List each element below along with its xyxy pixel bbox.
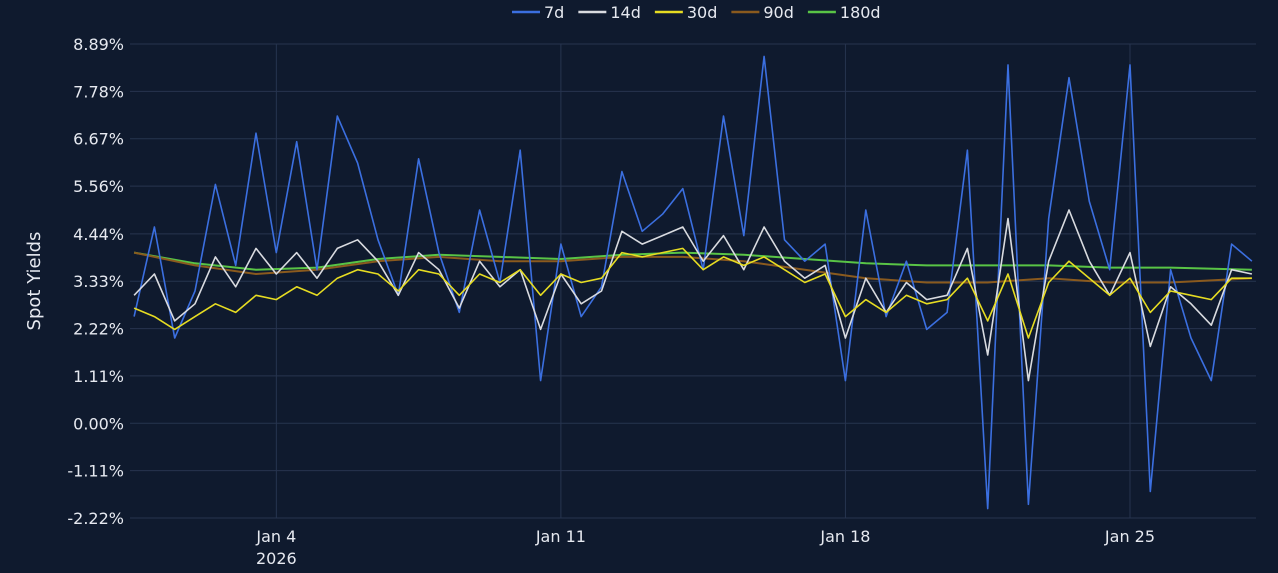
series-line-180d <box>133 251 1252 271</box>
legend-item-30d[interactable]: 30d <box>654 3 718 22</box>
legend-item-90d[interactable]: 90d <box>731 3 794 22</box>
y-tick-label: 6.67% <box>73 130 124 149</box>
legend-item-14d[interactable]: 14d <box>578 3 641 22</box>
legend-label: 14d <box>610 3 641 22</box>
x-tick-sublabel: 2026 <box>256 549 297 568</box>
x-tick-label: Jan 4 <box>255 527 296 546</box>
legend-item-7d[interactable]: 7d <box>512 3 564 22</box>
y-tick-label: 2.22% <box>73 320 124 339</box>
y-axis: 8.89% 7.78% 6.67% 5.56% 4.44% 3.33% 2.22% 1.11%… <box>67 35 124 528</box>
legend-label: 180d <box>840 3 881 22</box>
legend-label: 30d <box>687 3 718 22</box>
grid-lines <box>130 43 1256 519</box>
series-lines <box>133 55 1253 510</box>
series-line-7d <box>133 55 1253 510</box>
y-tick-label: 8.89% <box>73 35 124 54</box>
legend: 7d 14d 30d 90d 180d <box>512 3 881 22</box>
series-line-30d <box>133 247 1252 339</box>
y-tick-label: 1.11% <box>73 367 124 386</box>
y-axis-label: Spot Yields <box>24 232 45 331</box>
legend-item-180d[interactable]: 180d <box>807 3 881 22</box>
x-axis: Jan 4 2026 Jan 11 Jan 18 Jan 25 <box>255 527 1155 568</box>
y-tick-label: 0.00% <box>73 414 124 433</box>
y-tick-label: 5.56% <box>73 177 124 196</box>
x-tick-label: Jan 18 <box>819 527 870 546</box>
legend-label: 90d <box>763 3 794 22</box>
y-tick-label: 3.33% <box>73 272 124 291</box>
legend-label: 7d <box>544 3 564 22</box>
series-line-14d <box>133 209 1253 382</box>
y-tick-label: 7.78% <box>73 82 124 101</box>
x-tick-label: Jan 11 <box>535 527 586 546</box>
y-tick-label: 4.44% <box>73 225 124 244</box>
y-tick-label: -2.22% <box>67 509 124 528</box>
x-tick-label: Jan 25 <box>1104 527 1155 546</box>
y-tick-label: -1.11% <box>67 462 124 481</box>
